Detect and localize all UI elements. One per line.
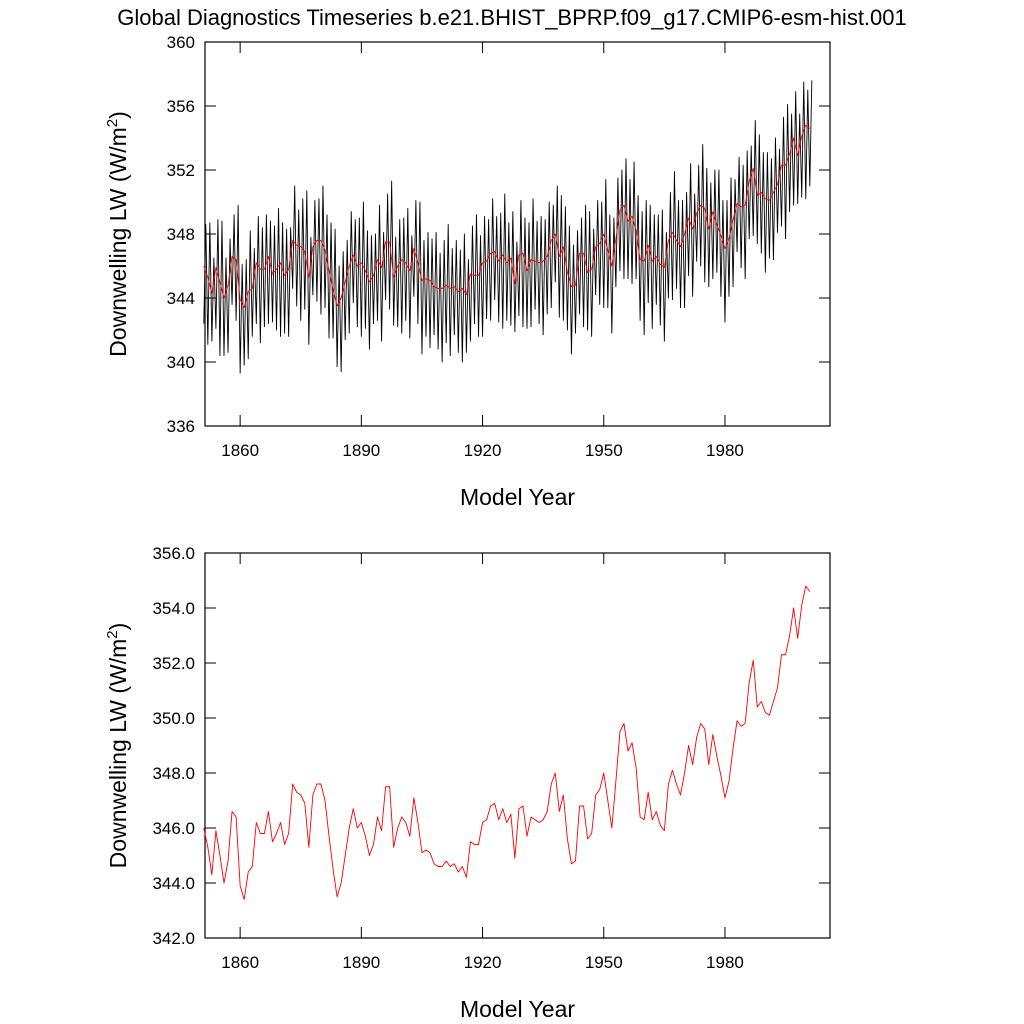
x-tick-label: 1980 [706,953,744,972]
x-tick-label: 1860 [221,441,259,460]
y-tick-label: 356.0 [152,544,195,563]
data-line [203,585,811,900]
x-tick-label: 1890 [342,441,380,460]
y-axis-label-end: ) [105,111,131,119]
x-axis-label: Model Year [460,484,575,510]
y-axis-label-end: ) [105,623,131,631]
x-tick-label: 1980 [706,441,744,460]
data-line [203,80,813,374]
y-tick-label: 344 [167,289,195,308]
y-axis-label-text: Downwelling LW (W/m [105,639,131,869]
x-tick-label: 1950 [585,441,623,460]
y-axis-label: Downwelling LW (W/m2) [104,111,131,357]
y-tick-label: 348.0 [152,764,195,783]
y-tick-label: 340 [167,353,195,372]
y-axis-label-sup: 2 [104,119,121,127]
y-tick-label: 360 [167,33,195,52]
y-tick-label: 352 [167,161,195,180]
x-axis-label: Model Year [460,996,575,1022]
y-tick-label: 352.0 [152,654,195,673]
y-tick-label: 348 [167,225,195,244]
x-tick-label: 1860 [221,953,259,972]
y-tick-label: 354.0 [152,599,195,618]
x-tick-label: 1890 [342,953,380,972]
data-line [203,124,811,309]
y-tick-label: 350.0 [152,709,195,728]
y-tick-label: 346.0 [152,819,195,838]
x-tick-label: 1920 [464,953,502,972]
plot-frame [204,552,831,939]
y-tick-label: 336 [167,417,195,436]
y-tick-label: 342.0 [152,929,195,948]
y-tick-label: 356 [167,97,195,116]
y-axis-label-sup: 2 [104,630,121,638]
y-axis-label: Downwelling LW (W/m2) [104,623,131,869]
y-axis-label-text: Downwelling LW (W/m [105,127,131,357]
x-tick-label: 1920 [464,441,502,460]
y-tick-label: 344.0 [152,874,195,893]
chart-title: Global Diagnostics Timeseries b.e21.BHIS… [117,5,907,30]
x-tick-label: 1950 [585,953,623,972]
